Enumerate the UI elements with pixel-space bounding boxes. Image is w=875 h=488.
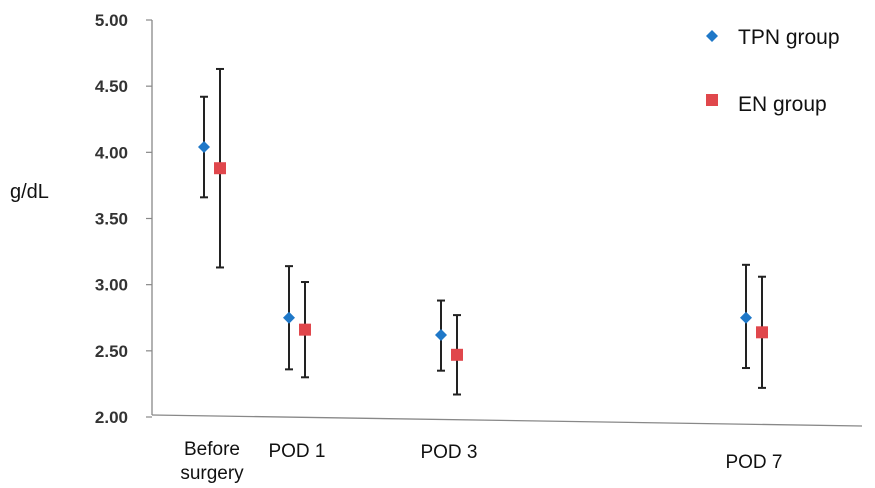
tpn-point	[198, 141, 210, 154]
tpn-point	[740, 311, 752, 324]
y-ticks: 2.00 2.50 3.00 3.50 4.00 4.50 5.00	[95, 11, 152, 427]
y-tick-label: 4.50	[95, 77, 128, 96]
legend-square-icon	[706, 94, 718, 106]
x-category-label: POD 1	[268, 441, 325, 462]
legend-diamond-icon	[706, 30, 718, 42]
y-tick-label: 4.00	[95, 143, 128, 162]
x-axis-line	[151, 414, 863, 427]
tpn-point	[283, 311, 295, 324]
en-point	[214, 162, 226, 175]
legend-label: EN group	[738, 93, 827, 116]
en-point	[299, 323, 311, 336]
y-tick-label: 3.00	[95, 276, 128, 295]
y-tick-label: 2.00	[95, 408, 128, 427]
y-tick-label: 2.50	[95, 342, 128, 361]
legend-label: TPN group	[738, 26, 840, 49]
x-categories: Before surgery POD 1 POD 3 POD 7	[180, 439, 782, 484]
tpn-point	[435, 328, 447, 341]
y-tick-label: 5.00	[95, 11, 128, 30]
en-point	[451, 348, 463, 361]
data-marks	[198, 67, 768, 396]
en-point	[756, 326, 768, 339]
legend: TPN group EN group	[706, 26, 840, 116]
y-axis-label: g/dL	[10, 181, 49, 203]
y-tick-label: 3.50	[95, 210, 128, 229]
x-category-label: surgery	[180, 463, 244, 484]
x-category-label: Before	[184, 439, 240, 460]
x-category-label: POD 3	[420, 442, 477, 463]
x-category-label: POD 7	[725, 452, 782, 473]
